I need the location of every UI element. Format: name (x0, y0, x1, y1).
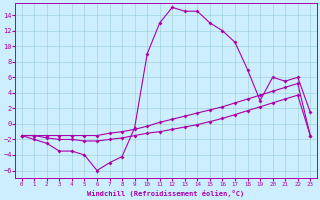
X-axis label: Windchill (Refroidissement éolien,°C): Windchill (Refroidissement éolien,°C) (87, 190, 244, 197)
